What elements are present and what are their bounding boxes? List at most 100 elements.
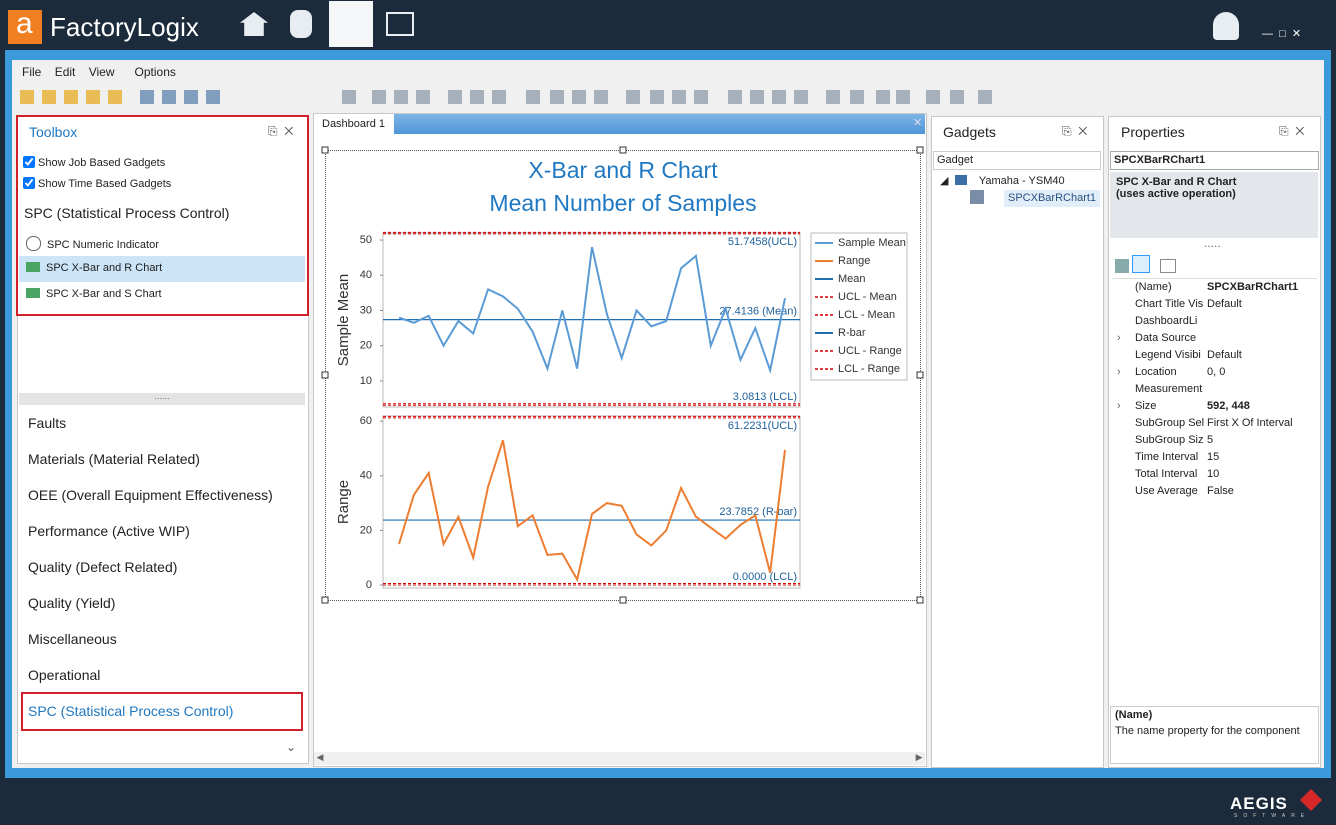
- toolbar-button[interactable]: [416, 90, 430, 104]
- expander[interactable]: ›: [1117, 366, 1121, 378]
- menu-item[interactable]: Edit: [55, 65, 76, 79]
- toolbar-button[interactable]: [728, 90, 742, 104]
- y-tick-label: 50: [360, 234, 372, 246]
- category-item[interactable]: Miscellaneous: [28, 631, 117, 647]
- panel-controls[interactable]: ⎘ ✕: [1062, 124, 1087, 139]
- toolbar-button[interactable]: [772, 90, 786, 104]
- description-line: SPC X-Bar and R Chart: [1116, 176, 1236, 188]
- property-name: Time Interval: [1135, 451, 1205, 463]
- user-button[interactable]: [1213, 12, 1239, 40]
- toolbar-button[interactable]: [550, 90, 564, 104]
- resize-handle[interactable]: [322, 597, 328, 603]
- resize-handle[interactable]: [322, 372, 328, 378]
- toolbar-button[interactable]: [594, 90, 608, 104]
- dashboard-button[interactable]: [329, 1, 373, 47]
- category-item[interactable]: Quality (Yield): [28, 595, 115, 611]
- category-item[interactable]: Quality (Defect Related): [28, 559, 177, 575]
- toolbar-button[interactable]: [492, 90, 506, 104]
- toolbar-button[interactable]: [794, 90, 808, 104]
- toolbar-button[interactable]: [694, 90, 708, 104]
- logo: a: [8, 10, 42, 44]
- tab-close[interactable]: ✕: [913, 116, 922, 129]
- menu-item[interactable]: File: [22, 65, 41, 79]
- toolbar-button[interactable]: [876, 90, 890, 104]
- checkbox-box[interactable]: [23, 156, 35, 168]
- home-button[interactable]: [240, 12, 268, 36]
- toolbar-button[interactable]: [162, 90, 176, 104]
- panel-controls[interactable]: ⎘ ✕: [1279, 124, 1304, 139]
- menu-item[interactable]: Options: [135, 65, 176, 79]
- legend-label: Sample Mean: [838, 237, 906, 249]
- property-value: Default: [1207, 349, 1242, 361]
- category-item[interactable]: Operational: [28, 667, 100, 683]
- property-name: Use Average: [1135, 485, 1205, 497]
- toolbar-button[interactable]: [926, 90, 940, 104]
- toolbox-item[interactable]: SPC X-Bar and S Chart: [26, 288, 162, 300]
- category-item[interactable]: Performance (Active WIP): [28, 523, 190, 539]
- toolbar-button[interactable]: [950, 90, 964, 104]
- toolbar-button[interactable]: [372, 90, 386, 104]
- property-name: SubGroup Siz: [1135, 434, 1205, 446]
- config-button[interactable]: [386, 12, 414, 36]
- resize-handle[interactable]: [620, 597, 626, 603]
- splitter[interactable]: .....: [1204, 236, 1221, 250]
- y-tick-label: 40: [360, 470, 372, 482]
- toolbar-button[interactable]: [394, 90, 408, 104]
- toolbar-button[interactable]: [750, 90, 764, 104]
- expander[interactable]: ›: [1117, 332, 1121, 344]
- toolbox-item[interactable]: SPC X-Bar and R Chart: [26, 262, 162, 274]
- category-item[interactable]: Faults: [28, 415, 66, 431]
- toolbar-button[interactable]: [626, 90, 640, 104]
- object-selector[interactable]: SPCXBarRChart1: [1110, 151, 1319, 170]
- toolbar-button[interactable]: [342, 90, 356, 104]
- toolbar-button[interactable]: [64, 90, 78, 104]
- toolbar-button[interactable]: [20, 90, 34, 104]
- property-value: First X Of Interval: [1207, 417, 1293, 429]
- toolbar-button[interactable]: [896, 90, 910, 104]
- toolbar-button[interactable]: [672, 90, 686, 104]
- menu-item[interactable]: View: [89, 65, 115, 79]
- checkbox-box[interactable]: [23, 177, 35, 189]
- resize-handle[interactable]: [917, 597, 923, 603]
- toolbar-button[interactable]: [526, 90, 540, 104]
- toolbar-button[interactable]: [108, 90, 122, 104]
- tree-node[interactable]: ◢ Yamaha - YSM40: [940, 174, 1065, 187]
- toolbar-button[interactable]: [86, 90, 100, 104]
- y-tick-label: 10: [360, 375, 372, 387]
- toolbar-button[interactable]: [206, 90, 220, 104]
- category-item[interactable]: Materials (Material Related): [28, 451, 200, 467]
- toolbar-button[interactable]: [184, 90, 198, 104]
- toolbar-button[interactable]: [826, 90, 840, 104]
- splitter[interactable]: ......: [19, 393, 305, 405]
- toolbar-button[interactable]: [42, 90, 56, 104]
- scroll-chevron[interactable]: ⌄: [286, 740, 296, 754]
- resize-handle[interactable]: [917, 147, 923, 153]
- toolbar-button[interactable]: [140, 90, 154, 104]
- checkbox[interactable]: Show Time Based Gadgets: [23, 177, 171, 190]
- checkbox[interactable]: Show Job Based Gadgets: [23, 156, 165, 169]
- help-title: (Name): [1115, 709, 1152, 721]
- toolbar-button[interactable]: [572, 90, 586, 104]
- tab[interactable]: Dashboard 1: [314, 114, 394, 135]
- view-buttons[interactable]: [1115, 255, 1185, 271]
- toolbar-button[interactable]: [850, 90, 864, 104]
- h-scrollbar[interactable]: ◀▶: [314, 752, 925, 765]
- toolbar-button[interactable]: [448, 90, 462, 104]
- toolbox-item[interactable]: SPC Numeric Indicator: [26, 236, 159, 251]
- expander[interactable]: ›: [1117, 400, 1121, 412]
- resize-handle[interactable]: [620, 147, 626, 153]
- toolbar-button[interactable]: [650, 90, 664, 104]
- y-axis-label: Range: [335, 480, 352, 524]
- resize-handle[interactable]: [322, 147, 328, 153]
- panel-controls[interactable]: ⎘ ✕: [268, 124, 293, 139]
- toolbar-button[interactable]: [978, 90, 992, 104]
- window-controls[interactable]: — □ ✕: [1262, 25, 1322, 39]
- tree-node[interactable]: SPCXBarRChart1: [1004, 190, 1100, 207]
- legend-label: UCL - Mean: [838, 291, 897, 303]
- data-button[interactable]: [290, 10, 312, 38]
- property-name: DashboardLi: [1135, 315, 1205, 327]
- toolbar-button[interactable]: [470, 90, 484, 104]
- category-item[interactable]: OEE (Overall Equipment Effectiveness): [28, 487, 273, 503]
- resize-handle[interactable]: [917, 372, 923, 378]
